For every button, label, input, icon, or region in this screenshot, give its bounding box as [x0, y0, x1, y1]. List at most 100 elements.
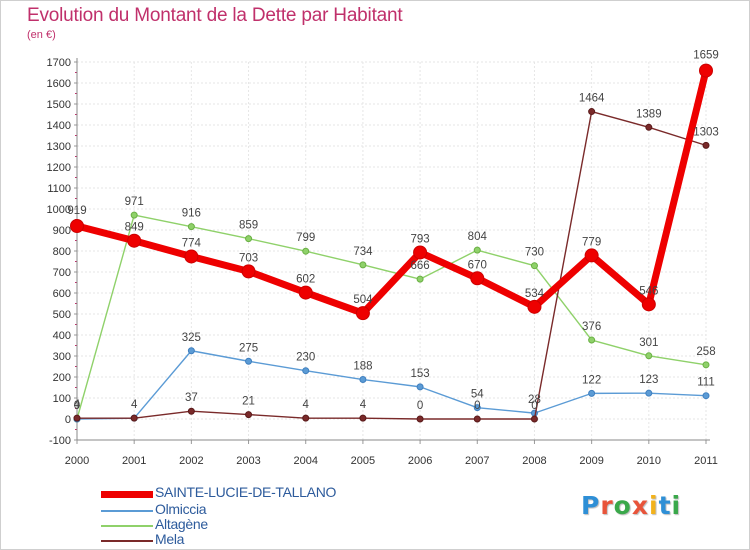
- series-point-0: [70, 219, 84, 234]
- series-point-0: [641, 297, 656, 312]
- data-label: 275: [239, 342, 258, 354]
- data-label: 122: [582, 374, 601, 386]
- data-label: 670: [468, 259, 487, 271]
- legend-label: Olmiccia: [155, 501, 207, 517]
- data-label: 919: [67, 205, 86, 217]
- y-tick-label: 1100: [47, 183, 71, 195]
- x-tick-label: 2010: [637, 455, 661, 467]
- x-tick-label: 2004: [293, 455, 317, 467]
- data-label: 54: [471, 389, 484, 401]
- series-point-0: [184, 249, 199, 264]
- data-label: 376: [582, 321, 601, 333]
- y-tick-label: -100: [49, 435, 71, 447]
- series-point-2: [588, 336, 596, 344]
- data-label: 28: [528, 394, 541, 406]
- series-line-2: [76, 214, 707, 420]
- data-label: 504: [353, 294, 373, 306]
- series-point-2: [473, 246, 481, 254]
- series-point-0: [527, 299, 542, 314]
- legend-swatch: [101, 525, 153, 527]
- series-point-2: [702, 361, 710, 369]
- y-tick-label: 1200: [47, 162, 71, 174]
- data-label: 971: [125, 196, 144, 208]
- y-tick-label: 0: [65, 414, 71, 426]
- y-tick-label: 1600: [47, 78, 71, 90]
- axis-layer: -100010020030040050060070080090010001100…: [47, 57, 718, 467]
- series-line-3: [76, 110, 707, 420]
- chart-title: Evolution du Montant de la Dette par Hab…: [27, 5, 403, 26]
- series-point-0: [413, 245, 428, 260]
- data-label: 0: [74, 400, 80, 412]
- data-label: 111: [697, 377, 714, 389]
- data-label: 730: [525, 247, 544, 259]
- x-tick-label: 2000: [65, 455, 89, 467]
- data-label: 602: [296, 274, 315, 286]
- data-label: 799: [296, 232, 315, 244]
- data-label: 546: [639, 285, 658, 297]
- series-point-2: [416, 275, 424, 283]
- series-point-0: [298, 285, 313, 300]
- data-label: 37: [185, 392, 198, 404]
- series-point-0: [355, 306, 370, 321]
- data-label: 301: [639, 337, 658, 349]
- data-label: 153: [410, 368, 429, 380]
- logo-letter: r: [600, 491, 614, 520]
- series-point-3: [416, 415, 424, 423]
- legend-label: Mela: [155, 531, 185, 547]
- series-point-1: [302, 367, 310, 375]
- data-label: 1659: [693, 50, 719, 62]
- series-point-1: [187, 347, 195, 355]
- series-point-2: [302, 247, 310, 255]
- series-point-3: [530, 415, 538, 423]
- data-label: 703: [239, 252, 258, 264]
- series-point-2: [187, 223, 195, 231]
- series-point-0: [127, 233, 142, 248]
- data-label: 4: [303, 399, 310, 411]
- logo-letter: P: [581, 491, 601, 520]
- series-point-2: [359, 261, 367, 269]
- data-label: 804: [468, 231, 488, 243]
- data-label: 0: [474, 400, 480, 412]
- series-point-1: [359, 376, 367, 384]
- series-point-3: [702, 141, 710, 149]
- x-tick-label: 2007: [465, 455, 489, 467]
- series-point-1: [588, 389, 596, 397]
- logo-letter: x: [631, 491, 649, 520]
- data-label: 0: [531, 400, 537, 412]
- logo-letter: i: [649, 491, 659, 520]
- data-label: 123: [639, 374, 658, 386]
- series-point-2: [245, 235, 253, 243]
- series-point-2: [130, 211, 138, 219]
- series-point-3: [130, 414, 138, 422]
- x-tick-label: 2006: [408, 455, 432, 467]
- series-point-0: [470, 271, 485, 286]
- y-tick-label: 900: [53, 225, 71, 237]
- series-point-1: [416, 383, 424, 391]
- y-tick-label: 200: [53, 372, 71, 384]
- series-point-1: [702, 392, 710, 400]
- data-label: 4: [74, 399, 81, 411]
- y-tick-label: 1300: [47, 141, 71, 153]
- data-label: 4: [360, 399, 367, 411]
- y-tick-label: 100: [53, 393, 71, 405]
- data-label: 1464: [579, 93, 605, 105]
- series-point-3: [359, 414, 367, 422]
- data-label: 849: [125, 222, 144, 234]
- data-label: 325: [182, 332, 201, 344]
- x-tick-label: 2011: [694, 455, 718, 467]
- y-tick-label: 700: [53, 267, 71, 279]
- series-line-1: [76, 350, 707, 420]
- data-label: 1389: [636, 108, 662, 120]
- x-tick-label: 2008: [522, 455, 546, 467]
- series-layer: [70, 63, 713, 423]
- y-tick-label: 1700: [47, 57, 71, 69]
- x-tick-label: 2009: [579, 455, 603, 467]
- series-point-0: [699, 63, 713, 78]
- legend-label: Altagène: [155, 516, 208, 532]
- data-label: 188: [353, 361, 372, 373]
- logo-letter: o: [613, 491, 632, 520]
- data-label: 0: [417, 400, 423, 412]
- series-line-0: [73, 67, 710, 317]
